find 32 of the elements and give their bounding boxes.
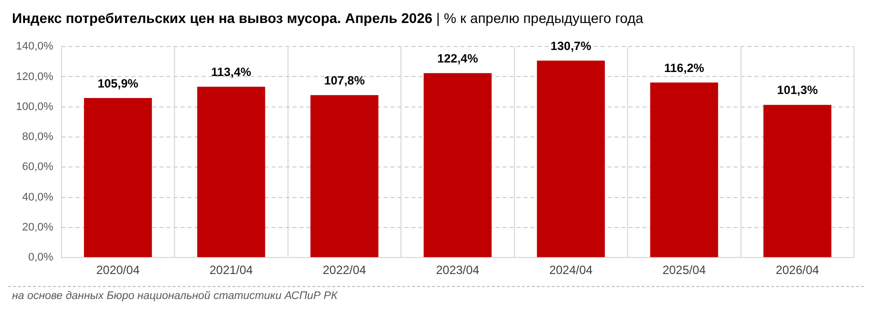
bar bbox=[310, 95, 378, 258]
bar bbox=[763, 104, 832, 258]
data-label: 113,4% bbox=[211, 65, 252, 80]
x-tick-label: 2023/04 bbox=[436, 263, 480, 278]
data-label: 107,8% bbox=[324, 73, 366, 88]
data-label: 116,2% bbox=[664, 60, 704, 75]
y-tick-label: 60,0% bbox=[22, 161, 54, 174]
x-tick-label: 2020/04 bbox=[96, 263, 140, 278]
x-tick-label: 2025/04 bbox=[662, 263, 706, 278]
chart-title: Индекс потребительских цен на вывоз мусора. Апрель 2026 bbox=[12, 10, 432, 26]
chart-subtitle: | % к апрелю предыдущего года bbox=[435, 10, 644, 26]
x-tick-label: 2022/04 bbox=[322, 263, 366, 278]
y-tick-label: 100,0% bbox=[16, 100, 54, 113]
data-label: 122,4% bbox=[437, 51, 478, 66]
x-tick-label: 2024/04 bbox=[549, 263, 593, 278]
data-label: 130,7% bbox=[550, 38, 592, 53]
data-label: 105,9% bbox=[98, 76, 139, 90]
bar bbox=[424, 73, 492, 258]
bar bbox=[84, 98, 152, 258]
bar bbox=[650, 82, 718, 258]
x-tick-label: 2021/04 bbox=[209, 263, 254, 278]
y-tick-label: 40,0% bbox=[22, 191, 54, 204]
y-tick-label: 80,0% bbox=[22, 131, 54, 144]
data-label: 101,3% bbox=[777, 83, 818, 98]
y-tick-label: 120,0% bbox=[16, 70, 54, 83]
y-tick-label: 0,0% bbox=[28, 252, 54, 264]
text: на основе данных Бюро национальной статистики АСПиР РК bbox=[8, 287, 864, 305]
y-tick-label: 20,0% bbox=[22, 221, 54, 234]
bar bbox=[197, 86, 266, 258]
x-tick-label: 2026/04 bbox=[776, 263, 820, 278]
bar bbox=[536, 60, 605, 258]
y-tick-label: 140,0% bbox=[16, 40, 54, 53]
